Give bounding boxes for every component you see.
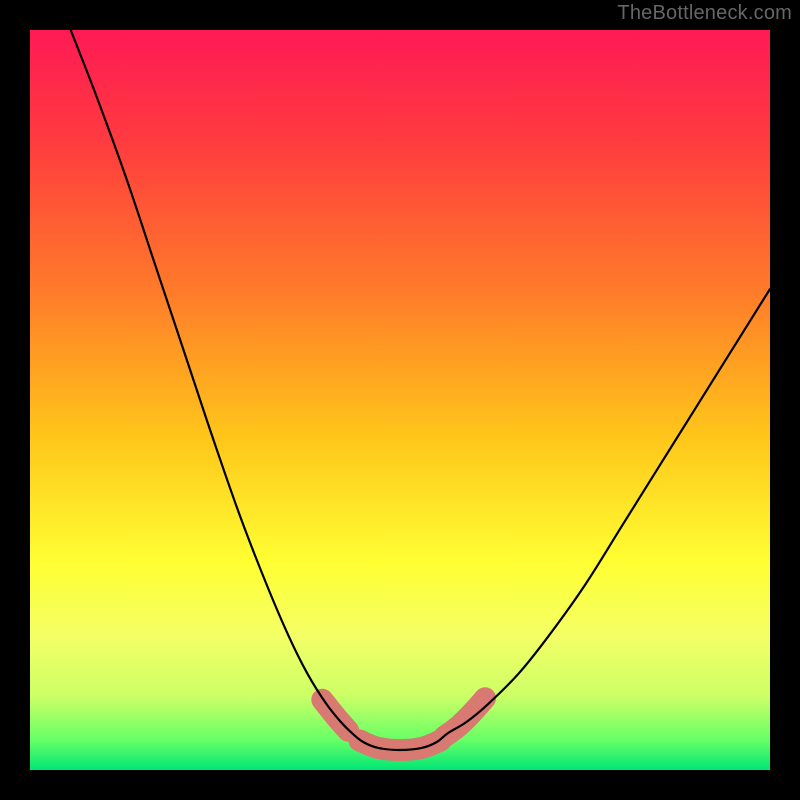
watermark-text: TheBottleneck.com bbox=[617, 2, 792, 25]
bottleneck-chart-svg bbox=[0, 0, 800, 800]
chart-frame: TheBottleneck.com bbox=[0, 0, 800, 800]
